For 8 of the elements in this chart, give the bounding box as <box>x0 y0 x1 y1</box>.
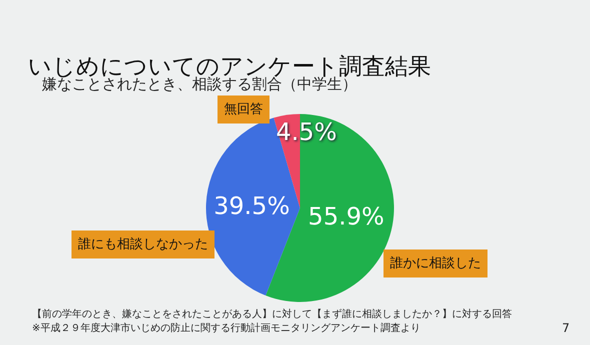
slice-label: 誰かに相談した <box>390 256 481 271</box>
text: 7 <box>562 321 570 335</box>
slice-label: 誰にも相談しなかった <box>78 237 208 252</box>
text: 【前の学年のとき、嫌なことをされたことがある人】に対して【まず誰に相談しましたか？】に対する回答 <box>32 308 512 320</box>
text: ※平成２９年度大津市いじめの防止に関する行動計画モニタリングアンケート調査より <box>32 322 420 334</box>
data-label: 55.9% <box>308 202 384 231</box>
slice-label: 無回答 <box>224 102 263 117</box>
data-label: 39.5% <box>214 192 290 220</box>
